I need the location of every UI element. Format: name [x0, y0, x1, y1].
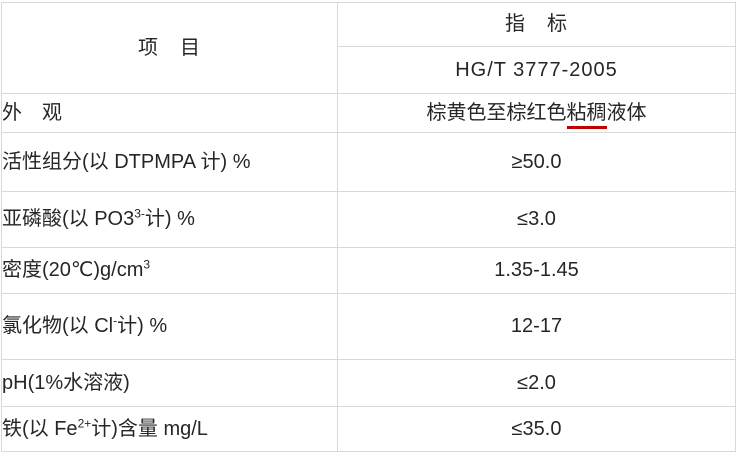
table-row: 外 观 棕黄色至棕红色粘稠液体: [1, 93, 736, 133]
table-row: 密度(20℃)g/cm3 1.35-1.45: [1, 247, 736, 294]
text-segment: pH(1%水溶液): [2, 371, 130, 394]
text-segment: ≤2.0: [517, 371, 556, 394]
text-segment: ≤3.0: [517, 208, 556, 230]
row-label-cell: 氯化物(以 Cl-计) %: [1, 293, 338, 360]
text-segment: 密度(20℃)g/cm: [2, 259, 144, 281]
text-segment: 计) %: [117, 315, 168, 337]
table-row: 活性组分(以 DTPMPA 计) % ≥50.0: [1, 132, 736, 192]
header-cell-item: 项 目: [1, 2, 338, 94]
text-segment: ≥50.0: [511, 150, 562, 173]
text-segment: 外 观: [2, 101, 62, 124]
header-subrow: HG/T 3777-2005: [2, 46, 736, 94]
superscript-text: 3: [143, 257, 151, 272]
row-label-cell: 密度(20℃)g/cm3: [1, 247, 338, 294]
row-value-cell: ≤3.0: [337, 191, 736, 248]
superscript-text: 3-: [134, 206, 145, 221]
text-segment: 铁(以 Fe: [2, 417, 78, 440]
spellcheck-underlined-text: 粘稠: [566, 101, 607, 129]
table-row: 铁(以 Fe2+计)含量 mg/L ≤35.0: [1, 406, 736, 452]
row-value-cell: 棕黄色至棕红色粘稠液体: [337, 93, 736, 133]
table-row: 亚磷酸(以 PO33-计) % ≤3.0: [1, 191, 736, 248]
row-value-cell: ≤35.0: [337, 406, 736, 452]
row-label-cell: pH(1%水溶液): [1, 359, 338, 407]
superscript-text: 2+: [77, 415, 92, 430]
text-segment: 亚磷酸(以 PO3: [2, 208, 135, 230]
superscript-text: -: [113, 313, 118, 328]
header-cell-indicator: 指 标: [337, 1, 736, 48]
row-label-cell: 亚磷酸(以 PO33-计) %: [1, 191, 338, 248]
text-segment: 氯化物(以 Cl: [2, 315, 114, 337]
row-value-cell: ≤2.0: [337, 359, 736, 407]
header-cell-standard: HG/T 3777-2005: [337, 46, 736, 94]
row-label-cell: 外 观: [1, 93, 338, 133]
header-row: 项 目 指 标: [1, 1, 736, 94]
table-row: pH(1%水溶液) ≤2.0: [1, 359, 736, 407]
text-segment: 计)含量 mg/L: [91, 417, 208, 440]
row-label-cell: 铁(以 Fe2+计)含量 mg/L: [1, 406, 338, 452]
row-value-cell: 12-17: [337, 293, 736, 360]
text-segment: ≤35.0: [511, 417, 562, 440]
row-value-cell: ≥50.0: [337, 132, 736, 192]
text-segment: 1.35-1.45: [494, 259, 579, 281]
table-row: 氯化物(以 Cl-计) % 12-17: [1, 293, 736, 360]
text-segment: 活性组分(以 DTPMPA 计) %: [2, 150, 251, 173]
row-value-cell: 1.35-1.45: [337, 247, 736, 294]
text-segment: 计) %: [144, 208, 195, 230]
text-segment: 12-17: [510, 315, 563, 337]
text-segment: 棕黄色至棕红色: [426, 101, 567, 124]
text-segment: 液体: [606, 101, 647, 124]
table-body: 外 观 棕黄色至棕红色粘稠液体活性组分(以 DTPMPA 计) % ≥50.0 亚磷酸…: [1, 93, 736, 452]
row-label-cell: 活性组分(以 DTPMPA 计) %: [1, 132, 338, 192]
